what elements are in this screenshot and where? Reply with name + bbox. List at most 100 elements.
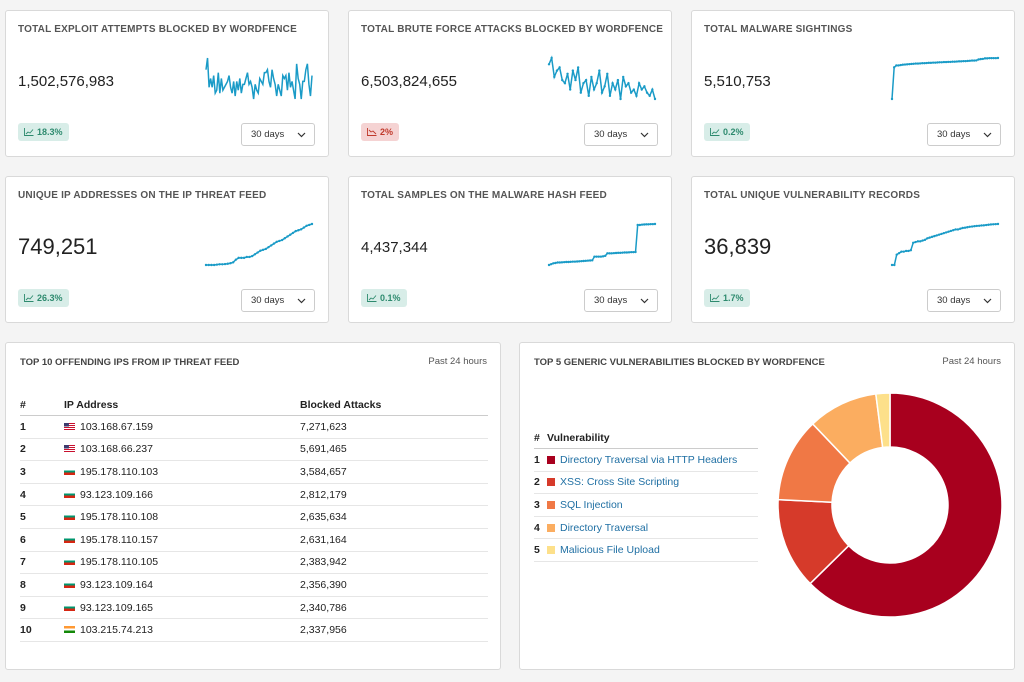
sparkline-point: [997, 223, 999, 225]
vulnerability-cell: SQL Injection: [547, 494, 758, 517]
sparkline-point: [912, 242, 914, 244]
sparkline-point: [604, 255, 606, 257]
sparkline-point: [906, 63, 908, 65]
date-range-select[interactable]: 30 days: [584, 289, 658, 312]
stat-title: UNIQUE IP ADDRESSES ON THE IP THREAT FEE…: [18, 190, 266, 201]
sparkline-point: [630, 91, 632, 93]
sparkline-point: [593, 255, 595, 257]
trend-badge: 1.7%: [704, 289, 750, 307]
date-range-select[interactable]: 30 days: [241, 289, 315, 312]
row-rank: 4: [534, 516, 547, 539]
sparkline-point: [923, 62, 925, 64]
sparkline-point: [947, 61, 949, 63]
sparkline-point: [622, 76, 624, 78]
sparkline-point: [983, 224, 985, 226]
blocked-attacks: 2,812,179: [300, 483, 488, 506]
sparkline-point: [649, 95, 651, 97]
vulnerability-link[interactable]: SQL Injection: [560, 499, 623, 511]
sparkline-point: [619, 98, 621, 100]
sparkline-point: [932, 61, 934, 63]
sparkline-point: [900, 250, 902, 252]
legend-swatch: [547, 546, 555, 554]
column-header-rank: #: [20, 395, 64, 416]
chevron-down-icon: [297, 132, 306, 138]
table-row: 6 195.178.110.157 2,631,164: [20, 528, 488, 551]
sparkline-point: [561, 261, 563, 263]
sparkline-point: [924, 239, 926, 241]
legend-swatch: [547, 524, 555, 532]
stat-value: 6,503,824,655: [361, 73, 457, 90]
date-range-select[interactable]: 30 days: [927, 289, 1001, 312]
sparkline-point: [267, 246, 269, 248]
sparkline-point: [603, 85, 605, 87]
country-flag-icon: [64, 513, 75, 520]
sparkline-point: [617, 79, 619, 81]
stat-card: TOTAL SAMPLES ON THE MALWARE HASH FEED 4,…: [348, 176, 672, 323]
sparkline-point: [956, 60, 958, 62]
sparkline-point: [903, 250, 905, 252]
date-range-select[interactable]: 30 days: [927, 123, 1001, 146]
sparkline-point: [248, 256, 250, 258]
vulnerability-link[interactable]: XSS: Cross Site Scripting: [560, 476, 679, 488]
sparkline-point: [902, 64, 904, 66]
trend-badge: 0.1%: [361, 289, 407, 307]
sparkline-point: [281, 239, 283, 241]
vulnerability-link[interactable]: Directory Traversal via HTTP Headers: [560, 454, 737, 466]
table-row: 2 XSS: Cross Site Scripting: [534, 471, 758, 494]
table-row: 4 Directory Traversal: [534, 516, 758, 539]
sparkline-point: [598, 255, 600, 257]
ip-address: 195.178.110.157: [80, 534, 158, 546]
row-rank: 8: [20, 574, 64, 597]
chevron-down-icon: [640, 298, 649, 304]
sparkline-point: [580, 91, 582, 93]
vulnerability-cell: XSS: Cross Site Scripting: [547, 471, 758, 494]
blocked-attacks: 3,584,657: [300, 461, 488, 484]
sparkline-point: [943, 61, 945, 63]
trend-down-icon: [367, 128, 377, 136]
sparkline-point: [904, 63, 906, 65]
sparkline-point: [987, 224, 989, 226]
sparkline-point: [601, 91, 603, 93]
date-range-select[interactable]: 30 days: [241, 123, 315, 146]
sparkline-point: [975, 59, 977, 61]
sparkline-point: [943, 232, 945, 234]
table-row: 1 Directory Traversal via HTTP Headers: [534, 449, 758, 472]
sparkline-point: [627, 82, 629, 84]
date-range-value: 30 days: [251, 295, 284, 306]
sparkline-point: [910, 249, 912, 251]
sparkline-point: [284, 237, 286, 239]
chevron-down-icon: [640, 132, 649, 138]
sparkline-point: [891, 98, 893, 100]
date-range-select[interactable]: 30 days: [584, 123, 658, 146]
vulnerability-donut-chart: [775, 393, 1005, 619]
sparkline-point: [960, 60, 962, 62]
sparkline-chart: [547, 222, 657, 267]
country-flag-icon: [64, 581, 75, 588]
sparkline-point: [969, 226, 971, 228]
trend-value: 1.7%: [723, 293, 744, 303]
vulnerability-link[interactable]: Directory Traversal: [560, 522, 648, 534]
sparkline-line: [892, 224, 998, 265]
vulnerability-cell: Directory Traversal: [547, 516, 758, 539]
sparkline-point: [893, 264, 895, 266]
chevron-down-icon: [297, 298, 306, 304]
ip-address: 93.123.109.164: [80, 579, 153, 591]
ip-address: 195.178.110.105: [80, 556, 158, 568]
table-row: 3 195.178.110.103 3,584,657: [20, 461, 488, 484]
sparkline-line: [206, 58, 312, 99]
trend-value: 0.1%: [380, 293, 401, 303]
sparkline-point: [634, 251, 636, 253]
table-row: 8 93.123.109.164 2,356,390: [20, 574, 488, 597]
sparkline-point: [224, 263, 226, 265]
date-range-value: 30 days: [251, 129, 284, 140]
vulnerability-cell: Directory Traversal via HTTP Headers: [547, 449, 758, 472]
ip-address: 103.168.67.159: [80, 421, 153, 433]
sparkline-point: [289, 233, 291, 235]
table-row: 5 Malicious File Upload: [534, 539, 758, 562]
vulnerability-link[interactable]: Malicious File Upload: [560, 544, 660, 556]
blocked-attacks: 5,691,465: [300, 438, 488, 461]
country-flag-icon: [64, 445, 75, 452]
sparkline-chart: [204, 56, 314, 101]
sparkline-point: [617, 252, 619, 254]
sparkline-point: [630, 251, 632, 253]
